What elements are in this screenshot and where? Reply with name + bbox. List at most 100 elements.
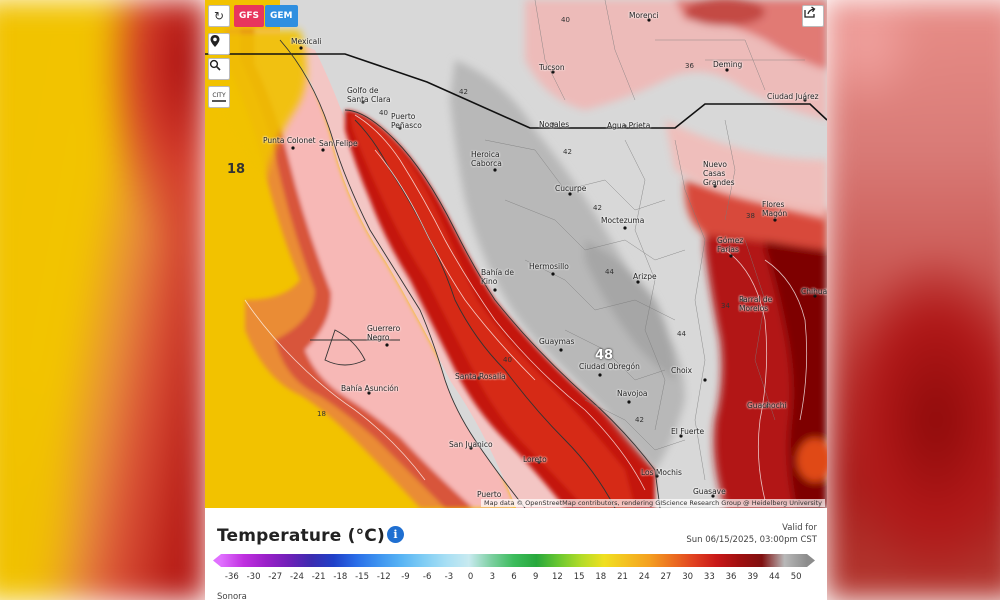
- scale-tick-label: 39: [747, 572, 759, 582]
- place-label: Bahía Asunción: [341, 384, 399, 393]
- admin-boundaries: [484, 0, 805, 481]
- place-label: Flores Magón: [762, 200, 788, 218]
- northern-warm-zone: [205, 0, 827, 220]
- temperature-value: 42: [593, 204, 602, 212]
- scale-tick-label: 0: [467, 572, 474, 582]
- place-label: Nogales: [539, 120, 570, 129]
- chihuahua-hot-zone: [685, 180, 827, 508]
- place-label: Cucurpe: [555, 184, 587, 193]
- scale-tick-label: 15: [573, 572, 585, 582]
- place-label: Guasave: [693, 487, 726, 496]
- place-label: Ciudad Obregón: [579, 362, 640, 371]
- place-label: Bahía de Kino: [481, 268, 514, 286]
- temperature-value: 18: [227, 162, 246, 177]
- temperature-value: 38: [746, 212, 755, 220]
- place-label: Puerto: [477, 490, 502, 499]
- scale-tick-label: -30: [246, 572, 261, 582]
- borders: [205, 53, 827, 129]
- share-icon[interactable]: [802, 5, 824, 27]
- temperature-value: 18: [317, 410, 326, 418]
- temperature-map[interactable]: Mexicali Golfo de Santa Clara Puerto Peñ…: [205, 0, 827, 508]
- temperature-value: 40: [503, 356, 512, 364]
- place-label: Guachochi: [747, 401, 787, 410]
- valid-for-label: Valid for: [782, 523, 817, 533]
- scale-tick-label: 9: [532, 572, 539, 582]
- place-label: Choix: [671, 366, 693, 375]
- place-label: San Felipe: [319, 139, 358, 148]
- place-label: Punta Colonet: [263, 136, 316, 145]
- place-label: Navojoa: [617, 389, 648, 398]
- scale-tick-label: 50: [790, 572, 802, 582]
- place-label: Golfo de Santa Clara: [347, 86, 391, 104]
- contour-lines: [244, 114, 808, 501]
- scale-tick-label: 30: [682, 572, 694, 582]
- temperature-value: 42: [635, 416, 644, 424]
- sonora-interior: [450, 60, 685, 470]
- scale-tick-label: -6: [422, 572, 432, 582]
- region-label: Sonora: [217, 592, 247, 600]
- scale-tick-label: -21: [311, 572, 326, 582]
- place-label: Agua Prieta: [607, 121, 651, 130]
- place-label: Chihuahua: [801, 287, 827, 296]
- place-label: Nuevo Casas Grandes: [703, 160, 735, 187]
- temperature-value: 36: [685, 62, 694, 70]
- legend-title: Temperature (°C): [217, 526, 385, 546]
- zoom-icon[interactable]: [208, 58, 230, 80]
- scale-arrow-left: [213, 554, 221, 567]
- scale-arrow-right: [807, 554, 815, 567]
- scale-tick-label: -15: [355, 572, 370, 582]
- scale-tick-label: -18: [333, 572, 348, 582]
- gfs-model-button[interactable]: GFS: [234, 5, 265, 27]
- scale-tick-label: 27: [660, 572, 672, 582]
- map-layer: [205, 0, 827, 508]
- info-icon[interactable]: i: [387, 526, 404, 543]
- place-label: Puerto Peñasco: [391, 112, 422, 130]
- map-attribution: Map data © OpenStreetMap contributors, r…: [481, 499, 825, 507]
- temperature-value: 34: [721, 302, 730, 310]
- temperature-value: 42: [563, 148, 572, 156]
- legend-panel: Temperature (°C) i Valid for Sun 06/15/2…: [205, 508, 827, 600]
- blurred-backdrop-left: [0, 0, 206, 600]
- scale-gradient: [221, 554, 807, 567]
- city-toggle-label: CITY: [212, 92, 226, 99]
- temperature-value: 48: [595, 348, 614, 363]
- refresh-icon[interactable]: ↻: [208, 5, 230, 27]
- scale-tick-label: -27: [268, 572, 283, 582]
- place-label: Heroica Caborca: [471, 150, 502, 168]
- temperature-value: 40: [561, 16, 570, 24]
- scale-tick-label: 21: [617, 572, 628, 582]
- color-scale-bar: [213, 554, 815, 567]
- scale-tick-label: -9: [401, 572, 410, 582]
- place-label: Loreto: [523, 455, 547, 464]
- scale-tick-label: 24: [638, 572, 650, 582]
- city-toggle-button[interactable]: CITY: [208, 86, 230, 108]
- gem-model-button[interactable]: GEM: [265, 5, 298, 27]
- place-label: San Juanico: [449, 440, 493, 449]
- city-toggle-underline: [212, 100, 226, 102]
- coastlines: [279, 39, 661, 508]
- blurred-backdrop-right: [826, 0, 1000, 600]
- scale-tick-label: 33: [703, 572, 715, 582]
- share-icon: [804, 6, 816, 18]
- scale-tick-label: -3: [444, 572, 454, 582]
- place-label: Arizpe: [633, 272, 657, 281]
- place-label: El Fuerte: [671, 427, 705, 436]
- place-label: Deming: [713, 60, 743, 69]
- scale-tick-label: -12: [376, 572, 391, 582]
- place-label: Parral de Morelos: [739, 295, 773, 313]
- place-label: Hermosillo: [529, 262, 569, 271]
- place-label: Ciudad Juárez: [767, 92, 819, 101]
- scale-tick-label: -36: [224, 572, 239, 582]
- place-label: Mexicali: [291, 37, 322, 46]
- place-label: Gómez Farías: [717, 236, 744, 254]
- temperature-value: 44: [605, 268, 614, 276]
- temperature-value: 44: [677, 330, 686, 338]
- place-label: Guaymas: [539, 337, 575, 346]
- zoom-icon: [209, 59, 221, 71]
- scale-tick-label: 12: [551, 572, 563, 582]
- scale-tick-label: 6: [511, 572, 517, 582]
- location-pin-icon[interactable]: [208, 33, 230, 55]
- temperature-value: 40: [379, 109, 388, 117]
- scale-tick-label: 3: [489, 572, 495, 582]
